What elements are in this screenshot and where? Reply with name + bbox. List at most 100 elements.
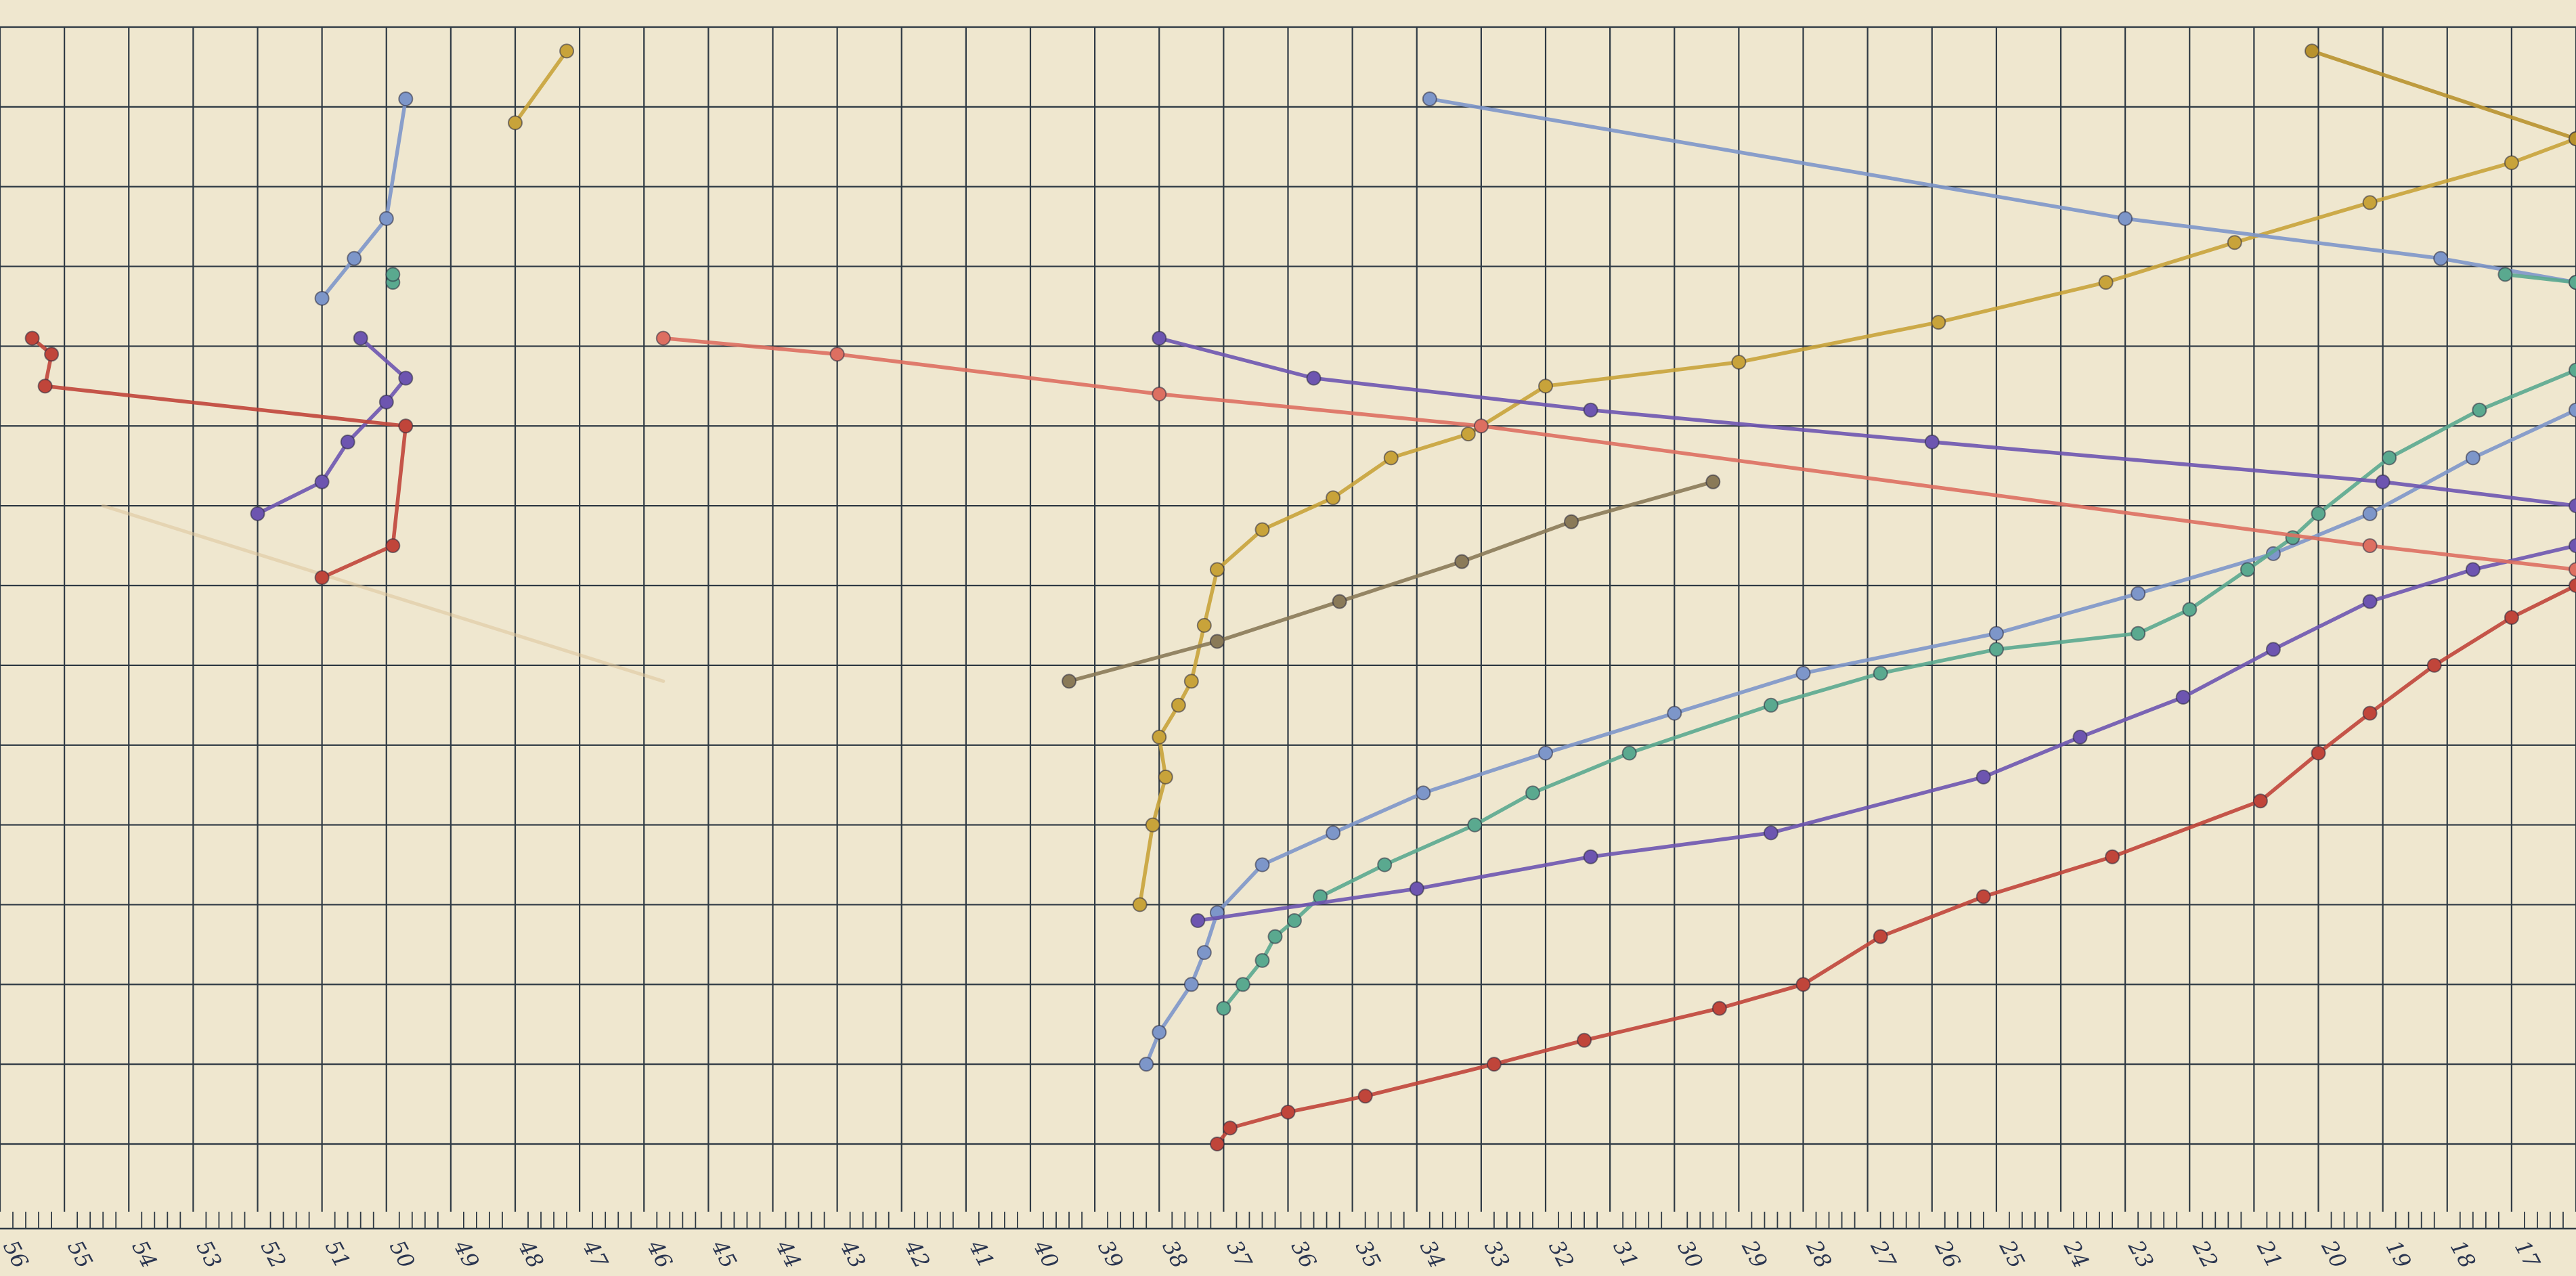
data-point xyxy=(398,370,414,386)
data-point xyxy=(2472,402,2487,418)
data-point xyxy=(2305,43,2319,59)
data-point xyxy=(1196,945,1212,961)
data-point xyxy=(2105,849,2120,864)
data-point xyxy=(2118,211,2133,226)
data-point xyxy=(1731,355,1747,370)
data-point xyxy=(2131,625,2146,641)
data-point xyxy=(508,115,523,131)
data-point xyxy=(1460,426,1476,442)
data-point xyxy=(1209,562,1225,577)
data-point xyxy=(1357,1088,1373,1104)
series-15 xyxy=(1062,474,1721,689)
data-point xyxy=(1216,1000,1231,1016)
series-line xyxy=(513,49,569,125)
data-point xyxy=(2098,275,2114,290)
data-point xyxy=(1383,450,1399,466)
data-point xyxy=(1222,1120,1238,1136)
data-point xyxy=(829,347,845,362)
data-point xyxy=(1254,952,1270,968)
data-point xyxy=(1306,370,1322,386)
data-point xyxy=(2465,562,2481,577)
data-point xyxy=(2182,602,2198,617)
data-point xyxy=(378,211,394,226)
data-point xyxy=(1486,1057,1502,1072)
data-point xyxy=(1332,594,1347,609)
data-point xyxy=(314,570,330,586)
data-point xyxy=(2265,642,2281,657)
data-point xyxy=(2311,506,2326,521)
data-point xyxy=(1183,977,1199,992)
data-point xyxy=(1254,522,1270,537)
series-12 xyxy=(1209,578,2576,1151)
data-point xyxy=(1988,625,2004,641)
data-point xyxy=(1158,769,1173,785)
data-point xyxy=(398,418,414,434)
series-2 xyxy=(2305,43,2576,146)
data-point xyxy=(1145,817,1160,833)
data-point xyxy=(1209,1137,1225,1151)
data-point xyxy=(24,330,40,346)
data-point xyxy=(1190,913,1206,928)
data-point xyxy=(1924,434,1940,449)
data-point xyxy=(2426,657,2442,673)
series-1 xyxy=(508,43,575,131)
data-point xyxy=(1763,697,1778,713)
series-4 xyxy=(314,91,414,306)
data-point xyxy=(314,290,330,306)
data-point xyxy=(1267,929,1283,944)
data-point xyxy=(2362,705,2378,721)
data-point xyxy=(1577,1032,1592,1048)
data-point xyxy=(1152,729,1167,745)
data-point xyxy=(1667,705,1682,721)
data-point xyxy=(1467,817,1483,833)
data-point xyxy=(1409,881,1424,896)
data-point xyxy=(2375,474,2391,489)
data-point xyxy=(37,378,53,394)
data-point xyxy=(1171,697,1186,713)
data-point xyxy=(1711,1000,1727,1016)
data-point xyxy=(2569,578,2576,593)
data-point xyxy=(44,347,60,362)
data-point xyxy=(1377,857,1393,873)
series-line xyxy=(661,336,2576,572)
faint-series-line xyxy=(101,504,665,683)
data-point xyxy=(1454,554,1470,569)
data-point xyxy=(1795,665,1811,681)
data-point xyxy=(2362,195,2378,211)
data-point xyxy=(398,91,414,107)
data-point xyxy=(1988,642,2004,657)
data-point xyxy=(1152,330,1167,346)
data-point xyxy=(2504,610,2519,625)
data-point xyxy=(2227,235,2242,250)
data-point xyxy=(2569,362,2576,378)
series-11 xyxy=(1152,330,2576,514)
data-point xyxy=(2362,506,2378,521)
data-point xyxy=(1287,913,1302,928)
data-point xyxy=(1196,617,1212,633)
data-point xyxy=(1975,769,1991,785)
data-point xyxy=(2311,745,2326,761)
data-point xyxy=(1326,825,1341,841)
data-point xyxy=(1564,514,1579,529)
series-line xyxy=(2310,49,2576,141)
series-7 xyxy=(2497,267,2576,290)
data-point xyxy=(2569,131,2576,146)
data-point xyxy=(2569,498,2576,514)
data-point xyxy=(1326,490,1341,506)
series-13 xyxy=(24,330,414,586)
data-point xyxy=(353,330,368,346)
data-point xyxy=(314,474,330,489)
data-point xyxy=(559,43,575,59)
data-point xyxy=(1183,674,1199,689)
series-8 xyxy=(385,267,401,290)
data-point xyxy=(1873,665,1888,681)
data-point xyxy=(2072,729,2088,745)
data-point xyxy=(340,434,355,449)
data-point xyxy=(2569,562,2576,577)
data-point xyxy=(1621,745,1637,761)
data-point xyxy=(1139,1057,1154,1072)
data-point xyxy=(1705,474,1721,489)
data-point xyxy=(1280,1104,1296,1120)
data-point xyxy=(2362,594,2378,609)
